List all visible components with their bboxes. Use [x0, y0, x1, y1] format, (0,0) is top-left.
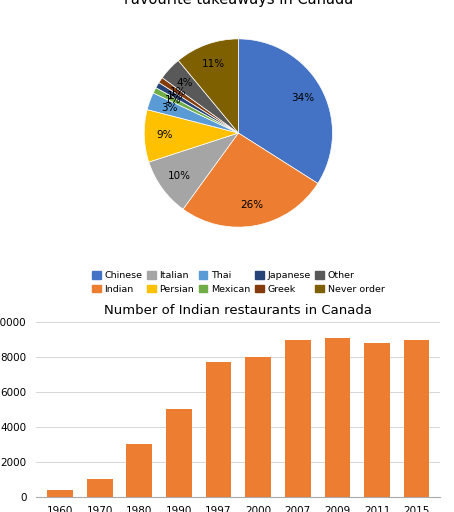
- Bar: [364, 343, 390, 497]
- Wedge shape: [183, 133, 318, 227]
- Bar: [404, 340, 429, 497]
- Text: 1%: 1%: [169, 87, 186, 97]
- Text: 1%: 1%: [167, 91, 183, 101]
- Bar: [206, 362, 232, 497]
- Title: Favourite takeaways in Canada: Favourite takeaways in Canada: [124, 0, 353, 7]
- Text: 11%: 11%: [202, 59, 225, 69]
- Bar: [245, 357, 271, 497]
- Wedge shape: [149, 133, 238, 209]
- Title: Number of Indian restaurants in Canada: Number of Indian restaurants in Canada: [104, 304, 372, 317]
- Wedge shape: [147, 93, 238, 133]
- Wedge shape: [156, 82, 238, 133]
- Wedge shape: [178, 39, 238, 133]
- Bar: [166, 410, 192, 497]
- Wedge shape: [159, 78, 238, 133]
- Text: 9%: 9%: [157, 131, 173, 140]
- Text: 3%: 3%: [161, 103, 178, 113]
- Wedge shape: [162, 60, 238, 133]
- Bar: [285, 340, 311, 497]
- Legend: Chinese, Indian, Italian, Persian, Thai, Mexican, Japanese, Greek, Other, Never : Chinese, Indian, Italian, Persian, Thai,…: [89, 267, 388, 297]
- Text: 1%: 1%: [165, 95, 181, 104]
- Wedge shape: [238, 39, 332, 183]
- Wedge shape: [144, 110, 238, 162]
- Text: 4%: 4%: [177, 78, 193, 88]
- Bar: [127, 444, 152, 497]
- Wedge shape: [153, 88, 238, 133]
- Text: 10%: 10%: [168, 171, 191, 181]
- Bar: [47, 489, 73, 497]
- Text: 34%: 34%: [291, 93, 314, 102]
- Bar: [87, 479, 113, 497]
- Text: 26%: 26%: [241, 200, 264, 210]
- Bar: [325, 338, 350, 497]
